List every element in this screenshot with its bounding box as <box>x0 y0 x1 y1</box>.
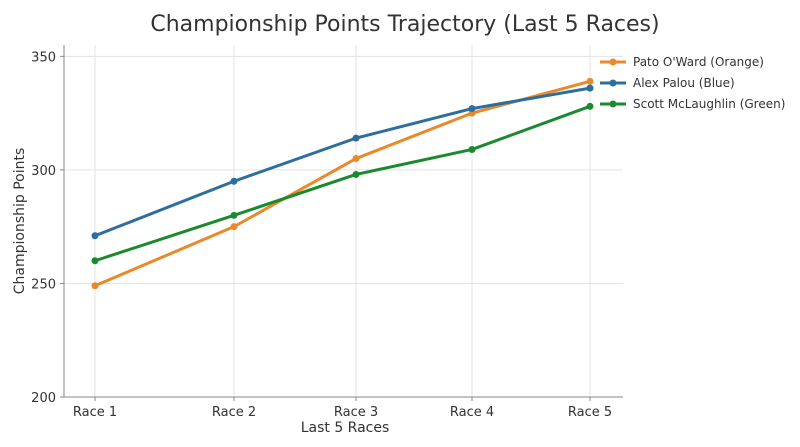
legend-swatch-marker <box>609 58 617 66</box>
data-point <box>352 134 360 142</box>
axes <box>63 45 623 398</box>
legend-label: Scott McLaughlin (Green) <box>633 97 785 111</box>
data-point <box>91 282 99 290</box>
chart-title: Championship Points Trajectory (Last 5 R… <box>150 12 659 37</box>
y-tick-label: 350 <box>31 50 56 65</box>
grid <box>64 45 623 398</box>
data-point <box>91 232 99 240</box>
series-1 <box>91 77 594 290</box>
x-ticks: Race 1 Race 2 Race 3 Race 4 Race 5 <box>73 397 612 420</box>
legend-item: Alex Palou (Blue) <box>600 76 735 90</box>
y-ticks: 200 250 300 350 <box>31 50 64 406</box>
data-point <box>586 77 594 85</box>
data-point <box>352 170 360 178</box>
data-point <box>352 155 360 163</box>
series-3 <box>91 102 594 265</box>
y-tick-label: 250 <box>31 277 56 292</box>
x-tick-label: Race 4 <box>450 405 494 420</box>
series-line <box>93 104 592 263</box>
legend-swatch-marker <box>609 100 617 108</box>
data-point <box>91 257 99 265</box>
y-axis-label: Championship Points <box>12 148 28 295</box>
legend-label: Alex Palou (Blue) <box>633 76 735 90</box>
legend-label: Pato O'Ward (Orange) <box>633 55 764 69</box>
series-2 <box>91 84 594 240</box>
legend-swatch-marker <box>609 79 617 87</box>
legend: Pato O'Ward (Orange) Alex Palou (Blue) Sco… <box>600 55 785 111</box>
x-tick-label: Race 2 <box>212 405 256 420</box>
series-layer <box>91 77 594 290</box>
series-line <box>93 79 592 288</box>
x-tick-label: Race 5 <box>568 405 612 420</box>
y-tick-label: 300 <box>31 164 56 179</box>
x-tick-label: Race 3 <box>334 405 378 420</box>
data-point <box>468 105 476 113</box>
legend-item: Scott McLaughlin (Green) <box>600 97 785 111</box>
data-point <box>230 211 238 219</box>
data-point <box>230 223 238 231</box>
data-point <box>586 84 594 92</box>
legend-item: Pato O'Ward (Orange) <box>600 55 764 69</box>
data-point <box>230 177 238 185</box>
series-line <box>93 86 592 238</box>
y-tick-label: 200 <box>31 391 56 406</box>
data-point <box>468 145 476 153</box>
data-point <box>586 102 594 110</box>
x-axis-label: Last 5 Races <box>301 420 390 436</box>
x-tick-label: Race 1 <box>73 405 117 420</box>
